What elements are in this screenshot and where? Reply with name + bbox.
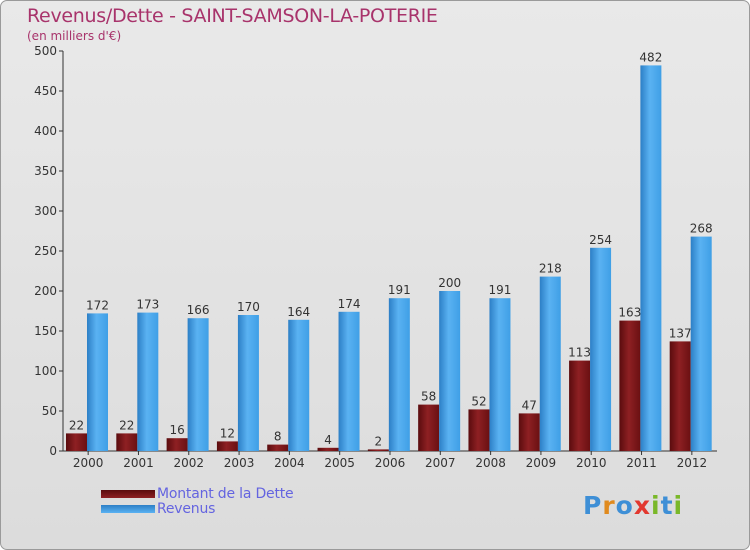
logo-letter: P xyxy=(583,491,603,520)
bar-revenus-2002 xyxy=(187,318,209,451)
value-label-revenus-2002: 166 xyxy=(187,303,210,317)
x-tick-label-2006: 2006 xyxy=(375,456,406,470)
x-tick-label-2004: 2004 xyxy=(274,456,305,470)
value-label-revenus-2004: 164 xyxy=(287,305,310,319)
y-tick-label-350: 350 xyxy=(34,164,57,178)
legend-swatch-revenus xyxy=(101,505,155,513)
logo-letter: t xyxy=(660,491,674,520)
bar-dette-2011 xyxy=(619,320,641,451)
value-label-dette-2004: 8 xyxy=(274,430,282,444)
y-tick-label-500: 500 xyxy=(34,44,57,58)
x-tick-label-2008: 2008 xyxy=(475,456,506,470)
logo-letter: r xyxy=(602,491,616,520)
y-tick-label-50: 50 xyxy=(42,404,57,418)
x-tick-label-2007: 2007 xyxy=(425,456,456,470)
y-tick-label-450: 450 xyxy=(34,84,57,98)
bar-revenus-2012 xyxy=(690,236,712,451)
bar-dette-2002 xyxy=(166,438,188,451)
bars xyxy=(66,65,712,452)
legend-swatch-dette xyxy=(101,490,155,498)
x-tick-label-2009: 2009 xyxy=(526,456,557,470)
value-label-dette-2010: 113 xyxy=(568,346,591,360)
bar-dette-2003 xyxy=(216,441,238,451)
value-label-revenus-2005: 174 xyxy=(338,297,361,311)
value-label-revenus-2008: 191 xyxy=(489,283,512,297)
value-label-revenus-2010: 254 xyxy=(589,233,612,247)
bar-revenus-2009 xyxy=(539,276,561,451)
logo-letter: x xyxy=(633,491,651,520)
bar-revenus-2004 xyxy=(288,319,310,451)
bar-dette-2007 xyxy=(418,404,440,451)
y-tick-label-200: 200 xyxy=(34,284,57,298)
legend-label-dette: Montant de la Dette xyxy=(157,486,294,502)
value-label-revenus-2007: 200 xyxy=(438,276,461,290)
bar-revenus-2010 xyxy=(590,247,612,451)
chart-subtitle: (en milliers d'€) xyxy=(27,29,122,43)
value-label-revenus-2003: 170 xyxy=(237,300,260,314)
labels: 22 172 22 173 16 166 12 170 8 164 4 174 2 191 58 200 52 1… xyxy=(69,50,713,448)
proxiti-logo: Proxiti xyxy=(583,491,683,520)
bar-revenus-2005 xyxy=(338,311,360,451)
y-tick-label-250: 250 xyxy=(34,244,57,258)
bar-revenus-2006 xyxy=(388,298,410,451)
value-label-dette-2001: 22 xyxy=(119,418,134,432)
y-tick-label-100: 100 xyxy=(34,364,57,378)
y-tick-label-0: 0 xyxy=(49,444,57,458)
x-tick-label-2010: 2010 xyxy=(576,456,607,470)
value-label-dette-2007: 58 xyxy=(421,390,436,404)
bar-dette-2008 xyxy=(468,409,490,451)
x-tick-label-2012: 2012 xyxy=(677,456,708,470)
bar-dette-2005 xyxy=(317,447,339,451)
y-tick-label-300: 300 xyxy=(34,204,57,218)
bar-revenus-2001 xyxy=(137,312,159,451)
x-tick-label-2011: 2011 xyxy=(626,456,657,470)
y-tick-label-150: 150 xyxy=(34,324,57,338)
value-label-revenus-2009: 218 xyxy=(539,262,562,276)
bar-revenus-2011 xyxy=(640,65,662,452)
x-tick-label-2003: 2003 xyxy=(224,456,255,470)
x-tick-label-2001: 2001 xyxy=(123,456,154,470)
x-tick-label-2005: 2005 xyxy=(324,456,355,470)
bar-dette-2004 xyxy=(267,444,289,451)
bar-dette-2000 xyxy=(66,433,87,451)
value-label-dette-2000: 22 xyxy=(69,418,84,432)
value-label-dette-2002: 16 xyxy=(169,423,184,437)
value-label-revenus-2000: 172 xyxy=(86,298,109,312)
axes: 0 50 100 150 200 250 300 350 400 450 500 2000 2001 20… xyxy=(34,44,717,470)
bar-dette-2009 xyxy=(518,413,540,451)
value-label-dette-2009: 47 xyxy=(522,398,537,412)
value-label-revenus-2011: 482 xyxy=(639,50,662,64)
y-tick-label-400: 400 xyxy=(34,124,57,138)
value-label-dette-2003: 12 xyxy=(220,426,235,440)
bar-dette-2001 xyxy=(116,433,138,451)
value-label-dette-2005: 4 xyxy=(324,433,332,447)
logo-letter: i xyxy=(651,491,661,520)
bar-dette-2006 xyxy=(367,449,389,451)
value-label-dette-2011: 163 xyxy=(618,306,641,320)
logo-letter: o xyxy=(615,491,634,520)
value-label-dette-2012: 137 xyxy=(669,326,692,340)
bar-dette-2010 xyxy=(569,360,591,451)
bar-revenus-2003 xyxy=(237,315,259,451)
x-tick-label-2000: 2000 xyxy=(73,456,104,470)
bar-revenus-2008 xyxy=(489,298,511,451)
bar-dette-2012 xyxy=(669,341,691,451)
value-label-dette-2008: 52 xyxy=(471,394,486,408)
bar-revenus-2000 xyxy=(87,313,108,451)
bar-revenus-2007 xyxy=(439,291,461,451)
legend-label-revenus: Revenus xyxy=(157,501,216,517)
value-label-dette-2006: 2 xyxy=(375,434,383,448)
value-label-revenus-2006: 191 xyxy=(388,283,411,297)
chart-title: Revenus/Dette - SAINT-SAMSON-LA-POTERIE xyxy=(27,5,438,27)
value-label-revenus-2001: 173 xyxy=(136,298,159,312)
x-tick-label-2002: 2002 xyxy=(173,456,204,470)
logo-letter: i xyxy=(673,491,684,520)
value-label-revenus-2012: 268 xyxy=(690,222,713,236)
